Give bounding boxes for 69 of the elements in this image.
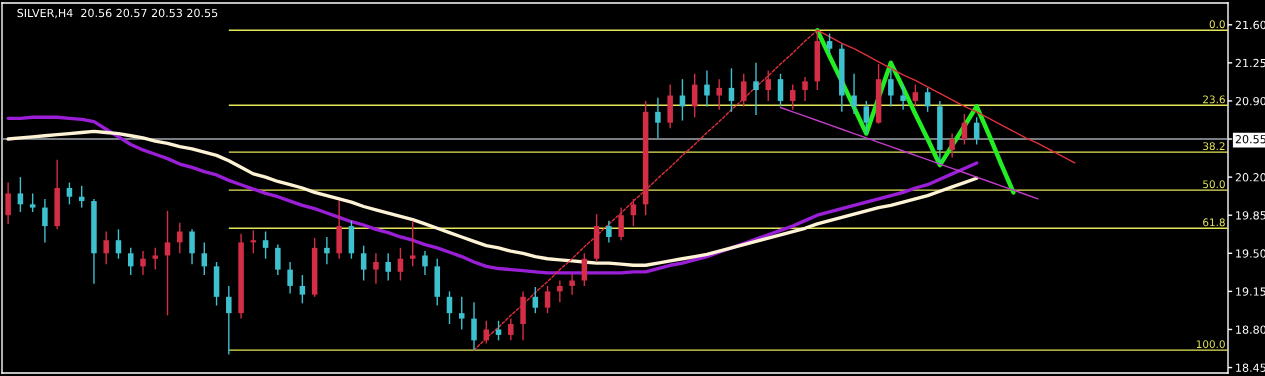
candlestick xyxy=(189,228,195,265)
candlestick xyxy=(177,222,183,254)
candlestick xyxy=(716,78,722,111)
y-tick-label: 19.85 xyxy=(1236,211,1265,220)
candlestick xyxy=(373,252,379,285)
candlestick xyxy=(66,181,73,206)
candlestick xyxy=(29,192,36,213)
candlestick xyxy=(888,67,894,108)
candlestick xyxy=(103,230,109,265)
candlestick xyxy=(299,274,306,305)
candlestick xyxy=(422,250,428,276)
annotation: 23.6 xyxy=(1203,95,1225,104)
candlestick xyxy=(458,296,465,331)
candlestick xyxy=(765,69,772,102)
candlestick xyxy=(127,247,134,276)
candlestick xyxy=(557,279,563,303)
candlestick xyxy=(164,210,171,317)
candlestick xyxy=(483,320,490,345)
candlestick xyxy=(508,317,514,342)
annotation: 38.2 xyxy=(1203,142,1225,151)
annotation: 100.0 xyxy=(1196,340,1225,349)
candlestick xyxy=(802,76,808,102)
candlestick xyxy=(851,73,857,115)
chart-title: SILVER,H4 20.56 20.57 20.53 20.55 xyxy=(17,8,218,19)
y-tick-label: 20.55 xyxy=(1235,135,1265,144)
candlestick xyxy=(949,132,955,159)
candlestick xyxy=(397,247,404,282)
candlestick xyxy=(728,67,735,113)
candlestick xyxy=(826,32,833,55)
candlestick xyxy=(262,230,269,260)
candlestick xyxy=(544,285,551,314)
candlestick xyxy=(17,176,24,213)
candlestick xyxy=(385,252,391,282)
candlestick xyxy=(226,285,232,356)
candlestick xyxy=(753,62,759,116)
candlestick xyxy=(471,301,477,351)
candlestick xyxy=(360,244,367,282)
candlestick xyxy=(704,69,710,108)
annotation: 50.0 xyxy=(1203,180,1225,189)
candlestick xyxy=(863,100,870,135)
candlestick xyxy=(115,228,122,260)
candlestick xyxy=(5,181,11,225)
candlestick xyxy=(618,206,624,241)
candlestick xyxy=(581,252,588,287)
candlestick xyxy=(152,247,159,271)
annotation: 0.0 xyxy=(1209,20,1225,29)
candlestick xyxy=(777,73,784,108)
candlestick xyxy=(790,83,796,111)
y-tick-label: 21.25 xyxy=(1235,58,1265,68)
candlestick xyxy=(900,83,906,111)
candlestick xyxy=(324,236,330,265)
candlestick xyxy=(924,87,931,113)
candlestick xyxy=(532,286,539,314)
candlestick xyxy=(201,241,208,276)
y-tick-label: 18.45 xyxy=(1236,363,1265,372)
candlestick xyxy=(409,219,416,268)
candlestick xyxy=(569,273,575,296)
candlestick xyxy=(606,219,612,244)
annotation: 61.8 xyxy=(1203,218,1225,227)
candlestick xyxy=(287,261,293,295)
candlestick xyxy=(495,320,502,342)
candlestick xyxy=(630,198,637,227)
candlestick xyxy=(912,83,919,108)
y-tick-label: 19.15 xyxy=(1236,287,1265,296)
candlestick xyxy=(42,198,48,244)
candlestick xyxy=(740,73,747,108)
candlestick xyxy=(655,96,661,139)
candlestick xyxy=(275,243,281,276)
candlestick xyxy=(140,250,146,276)
